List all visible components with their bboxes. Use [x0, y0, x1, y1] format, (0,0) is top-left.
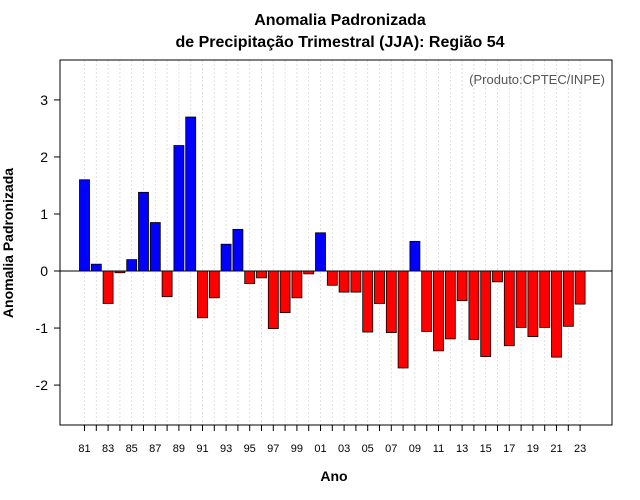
bar-21: [551, 270, 562, 358]
bar-07: [385, 270, 397, 334]
bar-92: [208, 270, 220, 299]
y-tick-label: -2: [36, 377, 49, 393]
x-axis: 81 83 85 87 89 91 93 95 97 99 01 03 05 07 09 11 13 15 17 19…: [78, 425, 586, 455]
bars: [79, 116, 586, 369]
bar-20: [539, 270, 551, 328]
x-tick-label: 13: [456, 443, 468, 455]
bar-97: [267, 270, 279, 330]
x-tick-label: 99: [291, 443, 303, 455]
x-tick-label: 05: [362, 443, 374, 455]
bar-13: [456, 270, 468, 302]
bar-84: [114, 270, 126, 274]
source-annotation: (Produto:CPTEC/INPE): [469, 72, 605, 87]
bar-99: [291, 270, 303, 299]
bar-10: [421, 270, 433, 332]
x-tick-label: 97: [267, 443, 279, 455]
x-tick-label: 11: [433, 443, 444, 455]
x-tick-label: 95: [244, 443, 256, 455]
bar-96: [256, 270, 267, 279]
bar-22: [562, 270, 574, 327]
bar-00: [303, 270, 315, 275]
x-tick-label: 83: [102, 443, 114, 455]
bar-91: [197, 270, 208, 319]
x-tick-label: 09: [409, 443, 421, 455]
y-tick-label: 0: [40, 263, 48, 279]
bar-89: [173, 145, 185, 272]
x-tick-label: 81: [78, 443, 90, 455]
x-tick-label: 91: [196, 443, 208, 455]
bar-81: [79, 179, 90, 272]
bar-98: [279, 270, 291, 314]
chart-title-line-2: de Precipitação Trimestral (JJA): Região…: [175, 34, 504, 51]
bar-18: [515, 270, 527, 328]
bar-04: [350, 270, 362, 293]
x-tick-label: 15: [480, 443, 492, 455]
bar-01: [315, 232, 326, 272]
bar-05: [362, 270, 374, 333]
bar-03: [338, 270, 350, 293]
bar-16: [492, 270, 503, 283]
bar-85: [126, 259, 138, 272]
x-tick-label: 17: [503, 443, 515, 455]
x-tick-label: 93: [220, 443, 232, 455]
bar-95: [244, 270, 256, 284]
x-tick-label: 01: [314, 443, 326, 455]
x-tick-label: 23: [574, 443, 586, 455]
x-tick-label: 03: [338, 443, 350, 455]
x-tick-label: 21: [550, 443, 562, 455]
bar-11: [433, 270, 444, 352]
bar-09: [409, 240, 421, 272]
x-tick-label: 89: [173, 443, 185, 455]
x-tick-label: 07: [385, 443, 397, 455]
y-axis-title: Anomalia Padronizada: [0, 168, 16, 318]
bar-08: [397, 270, 409, 369]
bar-94: [232, 228, 244, 272]
plot-area-border: [59, 59, 613, 426]
bar-86: [138, 191, 149, 272]
y-axis: -2 -1 0 1 2 3: [36, 92, 60, 393]
bar-17: [503, 270, 515, 347]
y-tick-label: 3: [40, 92, 48, 108]
bar-93: [220, 243, 232, 272]
chart-title-line-1: Anomalia Padronizada: [254, 12, 426, 29]
x-tick-label: 85: [126, 443, 138, 455]
grid-lines: [84, 60, 581, 425]
bar-23: [574, 270, 586, 305]
y-tick-label: -1: [36, 320, 49, 336]
y-tick-label: 1: [40, 206, 48, 222]
bar-14: [468, 270, 480, 340]
x-axis-title: Ano: [320, 468, 347, 484]
bar-83: [102, 270, 114, 304]
bar-12: [444, 270, 456, 340]
bar-90: [185, 116, 197, 272]
bar-87: [149, 222, 161, 272]
x-tick-label: 87: [149, 443, 161, 455]
y-tick-label: 2: [40, 149, 48, 165]
bar-06: [374, 270, 385, 304]
bar-15: [480, 270, 492, 357]
bar-82: [90, 263, 102, 272]
bar-02: [326, 270, 338, 286]
x-tick-label: 19: [527, 443, 539, 455]
bar-19: [527, 270, 539, 338]
bar-88: [161, 270, 173, 298]
